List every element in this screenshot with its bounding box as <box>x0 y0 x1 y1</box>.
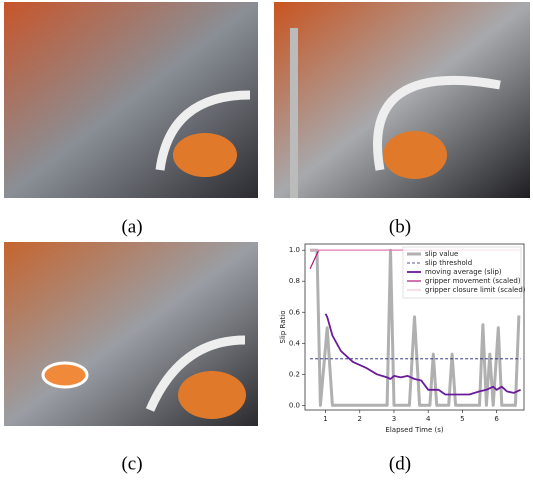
x-tick-label: 4 <box>426 415 431 423</box>
x-axis-label: Elapsed Time (s) <box>385 426 443 434</box>
y-axis-label: Slip Ratio <box>279 311 287 344</box>
photo-b <box>274 2 530 198</box>
legend-label: gripper movement (scaled) <box>425 277 521 285</box>
x-tick-label: 2 <box>358 415 362 423</box>
y-tick-label: 0.6 <box>289 308 301 316</box>
caption: (c) <box>121 453 142 474</box>
x-tick-label: 1 <box>323 415 327 423</box>
legend-label: slip threshold <box>425 259 472 267</box>
y-tick-label: 0.8 <box>289 277 300 285</box>
legend-label: gripper closure limit (scaled) <box>425 286 526 294</box>
x-tick-label: 6 <box>494 415 499 423</box>
photo-a <box>4 2 258 198</box>
x-tick-label: 5 <box>460 415 464 423</box>
caption: (b) <box>389 216 411 237</box>
y-tick-label: 0.4 <box>289 339 301 347</box>
y-tick-label: 1.0 <box>289 246 300 254</box>
caption: (a) <box>121 216 142 237</box>
x-tick-label: 3 <box>392 415 396 423</box>
legend-label: slip value <box>425 250 458 258</box>
y-tick-label: 0.2 <box>289 370 300 378</box>
caption: (d) <box>389 453 411 474</box>
legend-label: moving average (slip) <box>425 268 502 276</box>
photo-c <box>4 242 258 426</box>
chart: 0.0 0.2 0.4 0.6 0.8 1.0 1 2 3 4 5 6 Elapsed Time (s)… <box>279 244 526 434</box>
y-tick-label: 0.0 <box>289 401 300 409</box>
figure: (a) (b) (c) (d) 0.0 0.2 0.4 0.6 0.8 1.0 1 2 3 4 5 6… <box>0 0 533 478</box>
